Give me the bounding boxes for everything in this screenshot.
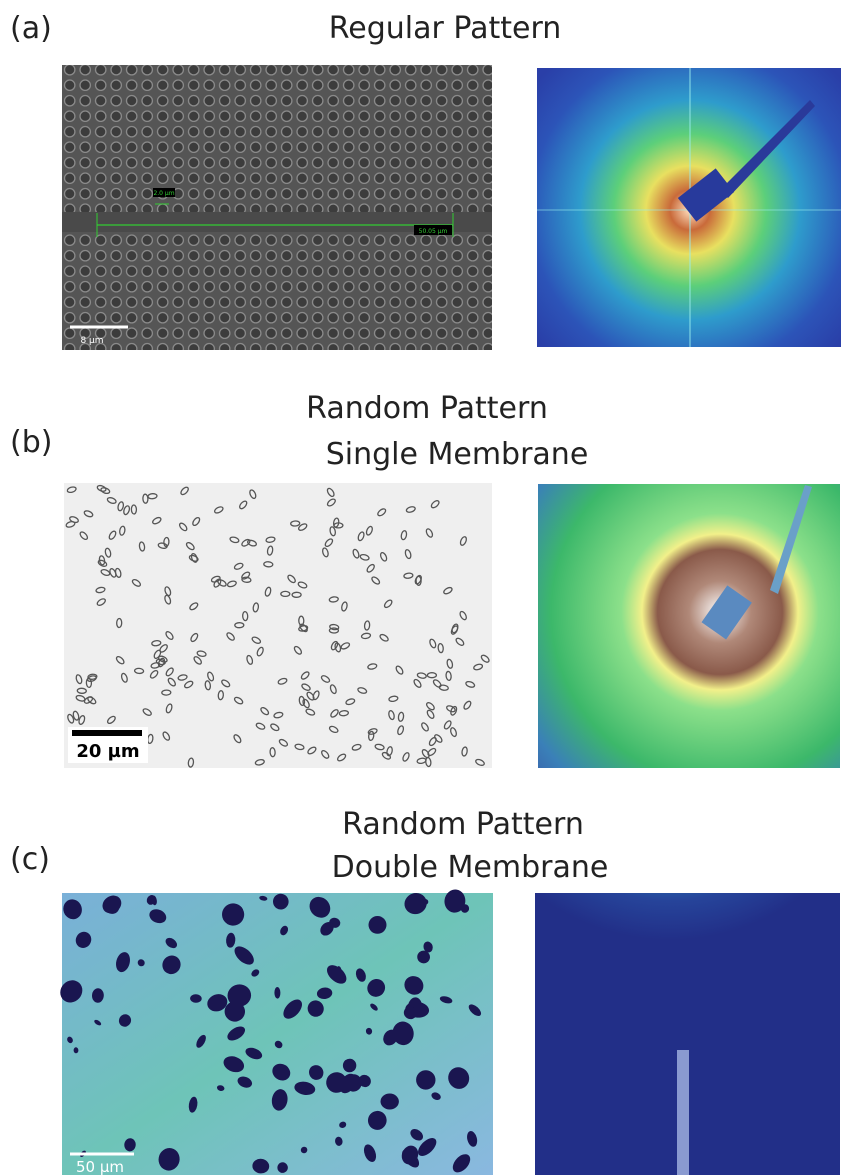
panel-label: (c) <box>10 842 50 877</box>
measure-label: 2.0 µm <box>153 190 174 197</box>
scale-label: 8 µm <box>80 336 103 346</box>
panel-title: Random Pattern <box>306 391 548 426</box>
panel-label: (a) <box>10 11 52 46</box>
panel-label: (b) <box>10 425 52 460</box>
optical-image <box>62 893 493 1175</box>
measure-label: 50.05 µm <box>419 228 448 235</box>
scale-label: 20 µm <box>76 741 139 762</box>
panel-title: Regular Pattern <box>329 11 562 46</box>
beamstop <box>677 1050 689 1175</box>
panel-title: Single Membrane <box>326 437 589 472</box>
hole <box>369 916 387 934</box>
panel-title: Double Membrane <box>332 850 609 885</box>
sem-image <box>64 483 492 768</box>
scale-label: 50 µm <box>76 1158 124 1175</box>
panel-title: Random Pattern <box>342 807 584 842</box>
figure: (a) Regular Pattern 2.0 µm 50.05 µm 8 µm… <box>0 0 841 1175</box>
sem-image <box>62 65 492 350</box>
